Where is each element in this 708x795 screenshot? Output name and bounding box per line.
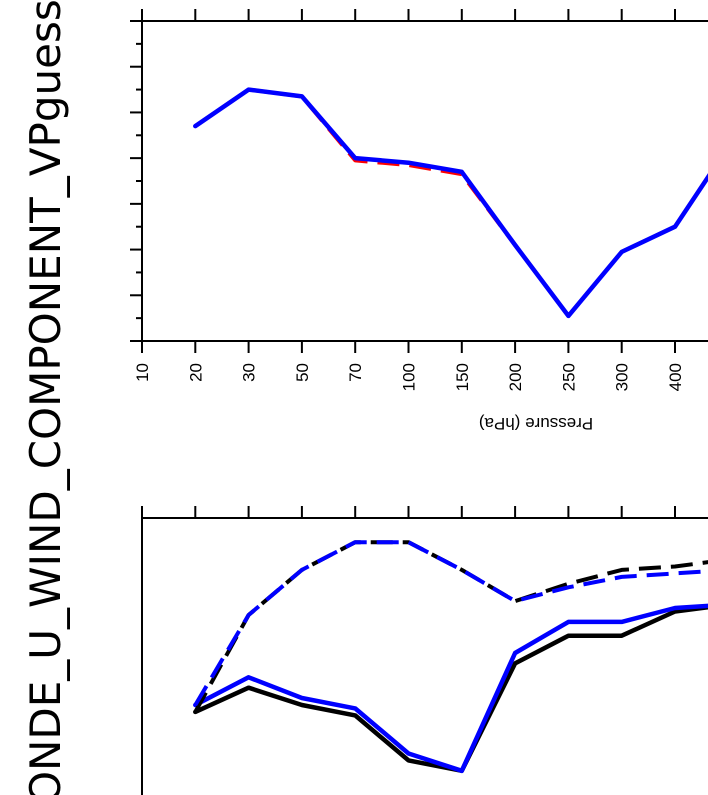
series-line-2	[193, 540, 708, 713]
figure-title: SONDE_U_WIND_COMPONENT_VPguess	[21, 0, 70, 795]
plot-top: 10 20 30 50 70 100 150 200 250 300 400	[130, 9, 708, 391]
category-tick-label: 200	[506, 363, 525, 391]
plot-bottom	[141, 506, 708, 795]
category-tick-label: 10	[133, 363, 152, 382]
series-line-1	[193, 87, 708, 319]
category-tick-label: 20	[186, 363, 205, 382]
pressure-axis-label: Pressure (hPa)	[479, 414, 593, 433]
category-tick-label: 50	[293, 363, 312, 382]
series-line-3	[193, 540, 708, 707]
series-group	[193, 87, 708, 319]
category-tick-label: 70	[346, 363, 365, 382]
series-line-0	[194, 87, 708, 318]
series-group	[193, 540, 708, 774]
series-line-1	[193, 603, 708, 774]
category-tick-label: 300	[613, 363, 632, 391]
category-tick-label: 100	[400, 363, 419, 391]
category-tick-label: 400	[666, 363, 685, 391]
category-tick-label: 30	[240, 363, 259, 382]
category-tick-label: 150	[453, 363, 472, 391]
category-tick-label: 250	[559, 363, 578, 391]
